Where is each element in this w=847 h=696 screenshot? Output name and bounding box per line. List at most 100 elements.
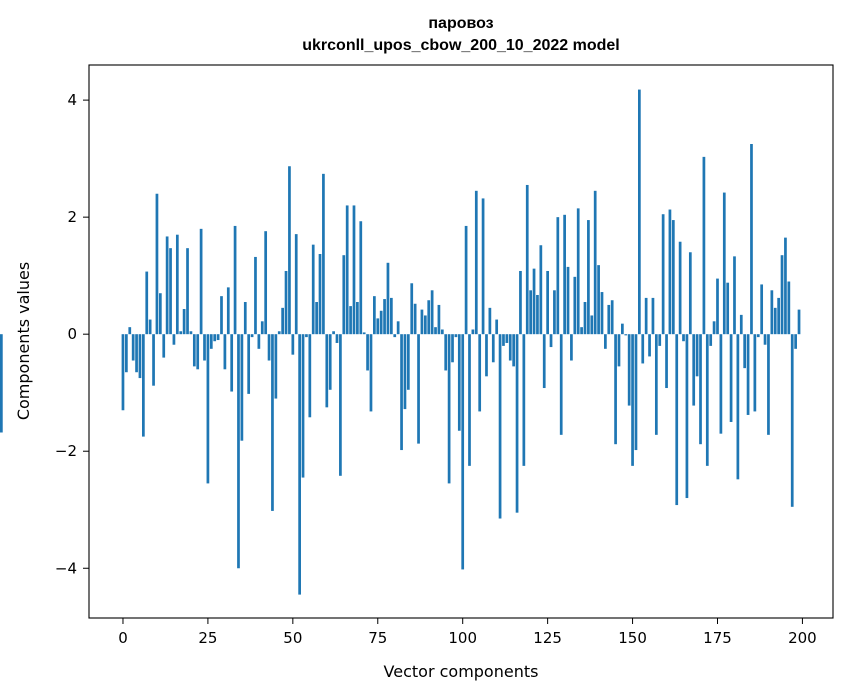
bar-165 [682,334,685,342]
bar-101 [464,225,468,335]
bar-45 [274,334,278,399]
bar-155 [648,334,651,357]
bar-60 [325,334,329,408]
bar-119 [525,184,529,335]
bar-78 [386,262,390,335]
bar-13 [165,236,169,335]
y-tick-label: 0 [67,325,77,343]
bar-84 [406,334,410,390]
bar-35 [240,334,244,441]
bar-160 [665,334,668,389]
bar-69 [356,302,359,335]
bar-139 [593,190,597,335]
bar-2 [128,327,132,335]
bar-80 [393,334,397,338]
chart-title: паровоз [428,15,493,32]
bar-187 [756,334,760,338]
bar-65 [342,255,346,335]
bar-175 [716,278,719,335]
bar-183 [743,334,747,369]
bar-196 [787,281,791,335]
bar-120 [529,290,532,335]
bars-group [0,89,801,595]
bar-76 [379,310,383,335]
bar-47 [281,307,284,335]
bar-130 [563,214,566,335]
bar-40 [257,334,261,349]
bar-61 [328,334,332,390]
bar-28 [216,334,220,341]
bar-157 [654,334,658,435]
bar-161 [668,209,672,335]
bar-118 [522,334,526,466]
bar-109 [491,334,495,363]
bar-128 [556,217,560,335]
bar-122 [536,294,539,335]
x-tick-label: 0 [118,629,128,647]
bar-22 [196,334,200,370]
bar-127 [553,290,556,335]
bar-135 [580,327,583,335]
y-tick-label: −4 [55,559,77,577]
bar-167 [688,252,692,335]
bar-142 [604,334,607,349]
bar-113 [505,334,509,343]
bar-31 [226,287,230,335]
bar-103 [471,329,475,335]
bar-43 [267,334,271,361]
bar-189 [763,334,767,345]
bar-50 [291,334,295,355]
bar-131 [566,266,570,335]
bar-14 [169,248,172,335]
bar-166 [685,334,689,499]
bar-154 [644,297,648,335]
bar-25 [206,334,210,484]
bar-198 [794,334,797,349]
bar-132 [570,334,573,361]
bar-52 [298,334,301,595]
bar-56 [311,244,315,335]
bar-36 [243,302,247,335]
bar-11 [158,293,162,335]
bar-168 [692,334,696,406]
bar-48 [284,270,288,335]
bar-96 [447,334,451,484]
bar-16 [175,234,179,335]
bar-99 [457,334,461,431]
bar-104 [474,190,478,335]
bar-105 [478,334,482,412]
bar-38 [250,334,254,338]
bar-114 [508,334,512,361]
bar-83 [403,334,407,410]
bar-126 [549,334,553,348]
x-axis-label: Vector components [384,662,539,681]
bar-169 [695,334,699,377]
bar-185 [750,144,753,335]
bar-184 [746,334,750,415]
bar-94 [440,329,444,335]
bar-190 [767,334,770,435]
bar-174 [712,321,716,335]
bar-145 [614,334,617,445]
bar-136 [583,302,587,335]
bar-172 [705,334,709,466]
bar-62 [332,331,335,335]
bar-55 [308,334,312,418]
bar-24 [203,334,206,361]
bar-111 [498,334,502,519]
bar-158 [658,334,662,346]
bar-171 [702,156,706,335]
bar-39 [254,256,257,335]
bar-181 [736,334,740,480]
bar-97 [451,334,454,363]
bar-95 [444,334,448,371]
bar-164 [678,241,682,335]
bar-32 [230,334,234,392]
chart-subtitle: ukrconll_upos_cbow_200_10_2022 model [302,37,619,54]
bar-133 [573,276,577,335]
bar-153 [641,334,645,364]
bar-144 [610,300,614,335]
bar-79 [390,297,393,335]
bar-162 [671,220,675,335]
